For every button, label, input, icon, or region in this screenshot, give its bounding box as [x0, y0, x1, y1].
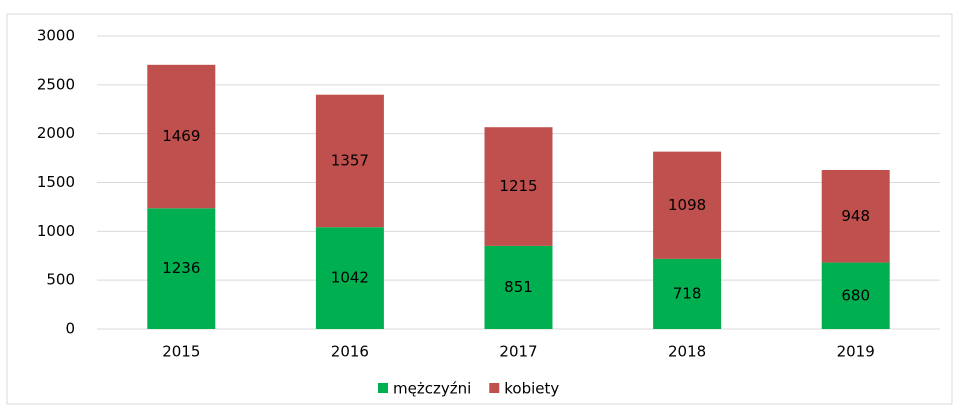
legend-swatch [378, 383, 388, 393]
bar-segment [653, 151, 722, 259]
y-tick-label: 2000 [37, 124, 75, 142]
bar-segment [315, 94, 384, 228]
y-tick-label: 1000 [37, 222, 75, 240]
y-tick-label: 2500 [37, 75, 75, 93]
x-tick-label: 2018 [668, 343, 706, 361]
y-tick-label: 3000 [37, 27, 75, 45]
data-label: 1357 [331, 151, 369, 169]
bar-segment [653, 258, 722, 329]
data-label: 1236 [162, 259, 200, 277]
bar-segment [147, 64, 216, 209]
data-label: 1098 [668, 196, 706, 214]
chart-border [6, 13, 953, 405]
legend-swatch [489, 383, 500, 393]
y-tick-label: 0 [65, 320, 75, 338]
data-label: 1215 [499, 177, 537, 195]
bar-segment [484, 127, 553, 246]
bar-segment [147, 208, 216, 329]
data-label: 1042 [331, 269, 369, 287]
x-tick-label: 2017 [499, 343, 537, 361]
x-tick-label: 2016 [331, 343, 369, 361]
data-label: 680 [841, 286, 870, 304]
y-tick-label: 500 [46, 271, 75, 289]
bar-segment [821, 262, 890, 329]
y-tick-label: 1500 [37, 173, 75, 191]
x-tick-label: 2019 [837, 343, 875, 361]
legend-label: mężczyźni [393, 380, 471, 398]
legend-label: kobiety [504, 380, 559, 398]
bar-segment [484, 245, 553, 329]
bar-segment [315, 227, 384, 329]
data-label: 851 [504, 278, 533, 296]
bar-segment [821, 169, 890, 263]
data-label: 718 [673, 284, 702, 302]
data-label: 1469 [162, 127, 200, 145]
data-label: 948 [841, 207, 870, 225]
x-tick-label: 2015 [162, 343, 200, 361]
